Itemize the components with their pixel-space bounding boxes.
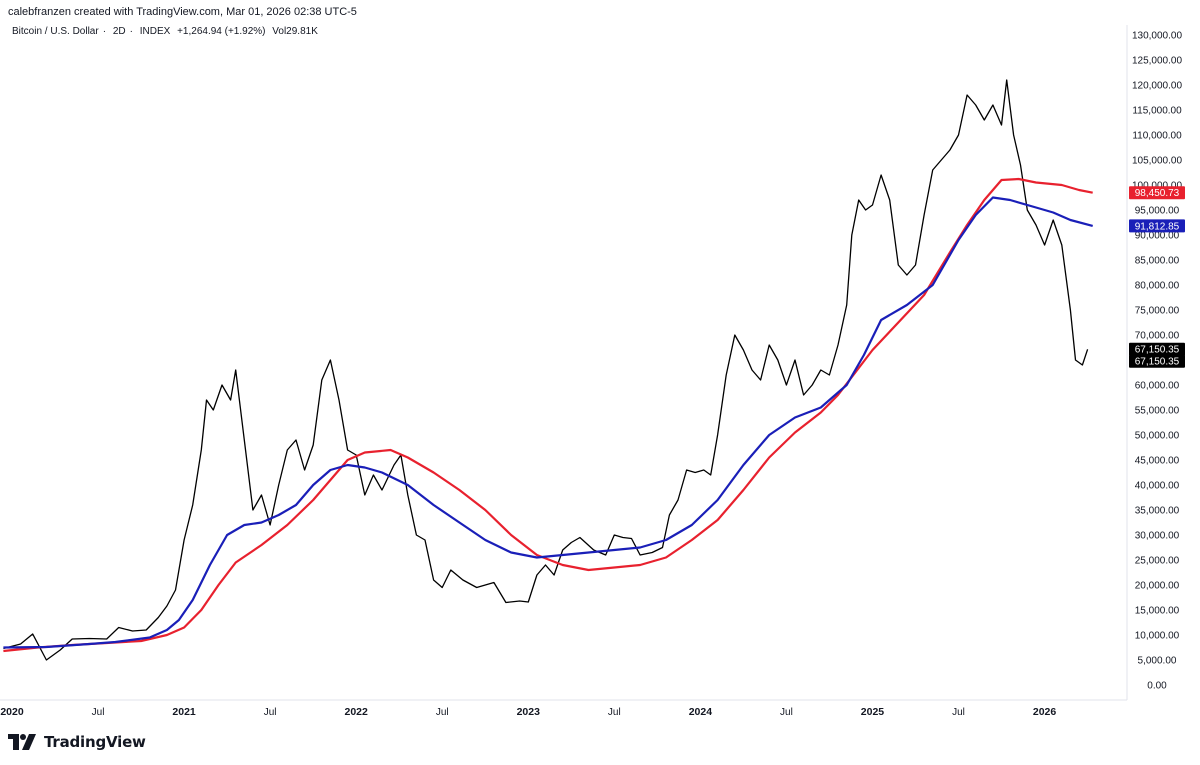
brand-name: TradingView	[44, 733, 146, 751]
y-tick-label: 90,000.00	[1135, 231, 1180, 242]
time-axis: 2020 Jul 2021 Jul 2022 Jul 2023 Jul 2024 Jul 2025 J…	[0, 706, 1056, 718]
y-tick-label: 15,000.00	[1135, 606, 1180, 617]
last-value-tag-background	[1129, 342, 1185, 356]
red-moving-average-line	[3, 177, 1093, 653]
y-tick-label: 75,000.00	[1135, 306, 1180, 317]
x-tick-label: 2025	[861, 706, 885, 718]
x-tick-label: 2024	[689, 706, 713, 718]
last-value-tag-background	[1129, 186, 1185, 200]
x-tick-label: 2021	[172, 706, 196, 718]
y-tick-label: 70,000.00	[1135, 331, 1180, 342]
y-tick-label: 45,000.00	[1135, 456, 1180, 467]
y-tick-label: 130,000.00	[1132, 31, 1182, 42]
symbol-info-bar: Bitcoin / U.S. Dollar · 2D · INDEX +1,264.…	[12, 26, 318, 37]
last-value-tag: 67,150.35	[1129, 342, 1185, 356]
tradingview-logo[interactable]: TradingView	[8, 733, 146, 751]
y-tick-label: 95,000.00	[1135, 206, 1180, 217]
last-value-tag: 98,450.73	[1129, 186, 1185, 200]
last-value-tag: 67,150.35	[1129, 354, 1185, 368]
blue-moving-average-line	[3, 196, 1093, 649]
price-change: +1,264.94 (+1.92%)	[177, 26, 266, 37]
y-tick-label: 40,000.00	[1135, 481, 1180, 492]
plot-area[interactable]	[3, 79, 1093, 661]
symbol-name[interactable]: Bitcoin / U.S. Dollar	[12, 26, 99, 37]
x-tick-label: Jul	[92, 707, 105, 718]
y-tick-label: 80,000.00	[1135, 281, 1180, 292]
y-tick-label: 30,000.00	[1135, 531, 1180, 542]
last-value-tag-label: 67,150.35	[1135, 357, 1180, 368]
y-tick-label: 115,000.00	[1132, 106, 1182, 117]
y-tick-label: 55,000.00	[1135, 406, 1180, 417]
x-tick-label: Jul	[952, 707, 965, 718]
exchange-label: INDEX	[139, 26, 171, 37]
interval-label[interactable]: 2D	[112, 26, 126, 37]
y-tick-label: 0.00	[1147, 681, 1167, 692]
last-value-tag-background	[1129, 219, 1185, 233]
y-tick-label: 35,000.00	[1135, 506, 1180, 517]
last-value-tag-label: 67,150.35	[1135, 345, 1180, 356]
x-tick-label: Jul	[264, 707, 277, 718]
last-value-tag-label: 91,812.85	[1135, 221, 1180, 232]
y-tick-label: 60,000.00	[1135, 381, 1180, 392]
price-axis: 130,000.00 125,000.00 120,000.00 115,000.00…	[1132, 31, 1182, 692]
y-tick-label: 105,000.00	[1132, 156, 1182, 167]
y-tick-label: 20,000.00	[1135, 581, 1180, 592]
y-tick-label: 125,000.00	[1132, 56, 1182, 67]
x-tick-label: 2026	[1033, 706, 1057, 718]
x-tick-label: 2020	[0, 706, 24, 718]
volume-label: Vol29.81K	[272, 26, 318, 37]
y-tick-label: 50,000.00	[1135, 431, 1180, 442]
price-series-line	[3, 79, 1089, 661]
x-tick-label: 2022	[345, 706, 369, 718]
y-tick-label: 120,000.00	[1132, 81, 1182, 92]
x-tick-label: Jul	[780, 707, 793, 718]
y-tick-label: 25,000.00	[1135, 556, 1180, 567]
y-tick-label: 100,000.00	[1132, 181, 1182, 192]
tradingview-logo-icon	[8, 734, 36, 750]
x-tick-label: Jul	[436, 707, 449, 718]
x-tick-label: 2023	[517, 706, 541, 718]
last-value-tag-label: 98,450.73	[1135, 188, 1180, 199]
y-tick-label: 85,000.00	[1135, 256, 1180, 267]
attribution-text: calebfranzen created with TradingView.co…	[8, 6, 357, 18]
last-value-tag-background	[1129, 354, 1185, 368]
y-tick-label: 5,000.00	[1138, 656, 1177, 667]
x-tick-label: Jul	[608, 707, 621, 718]
y-tick-label: 110,000.00	[1132, 131, 1182, 142]
last-value-tag: 91,812.85	[1129, 219, 1185, 233]
y-tick-label: 10,000.00	[1135, 631, 1180, 642]
